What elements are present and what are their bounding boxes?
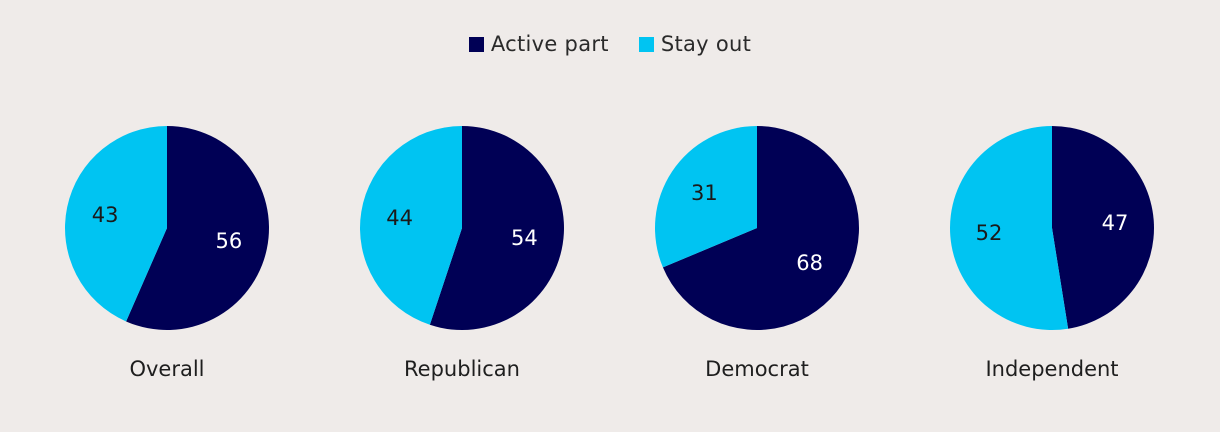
legend-swatch-stay-out	[638, 36, 654, 52]
slice-democrat-stay-out	[655, 126, 757, 268]
pie-democrat: 68 31 Democrat	[655, 126, 860, 381]
category-label-independent: Independent	[985, 357, 1118, 381]
slice-independent-stay-out	[950, 126, 1069, 330]
legend-label-stay-out: Stay out	[660, 32, 752, 56]
pie-overall: 56 43 Overall	[64, 126, 269, 381]
slice-republican-active-part	[429, 126, 564, 330]
slice-overall-active-part	[126, 126, 269, 330]
value-label-republican-stay-out: 44	[386, 206, 413, 230]
value-label-democrat-stay-out: 31	[691, 181, 718, 205]
slice-independent-active-part	[1052, 126, 1155, 329]
category-label-democrat: Democrat	[705, 357, 809, 381]
slice-republican-stay-out	[359, 126, 462, 325]
slice-overall-stay-out	[64, 126, 167, 322]
value-label-republican-active-part: 54	[511, 226, 538, 250]
category-label-republican: Republican	[404, 357, 520, 381]
value-label-independent-stay-out: 52	[976, 221, 1003, 245]
value-label-democrat-active-part: 68	[796, 251, 823, 275]
value-label-overall-stay-out: 43	[92, 203, 119, 227]
legend-item-active-part: Active part	[468, 32, 609, 56]
category-label-overall: Overall	[129, 357, 204, 381]
pie-independent: 47 52 Independent	[950, 126, 1155, 381]
value-label-overall-active-part: 56	[216, 229, 243, 253]
pie-republican: 54 44 Republican	[359, 126, 564, 381]
legend: Active part Stay out	[0, 32, 1220, 56]
slice-democrat-active-part	[662, 126, 860, 330]
legend-swatch-active-part	[468, 36, 484, 52]
value-label-independent-active-part: 47	[1102, 211, 1129, 235]
legend-item-stay-out: Stay out	[638, 32, 752, 56]
legend-label-active-part: Active part	[490, 32, 609, 56]
